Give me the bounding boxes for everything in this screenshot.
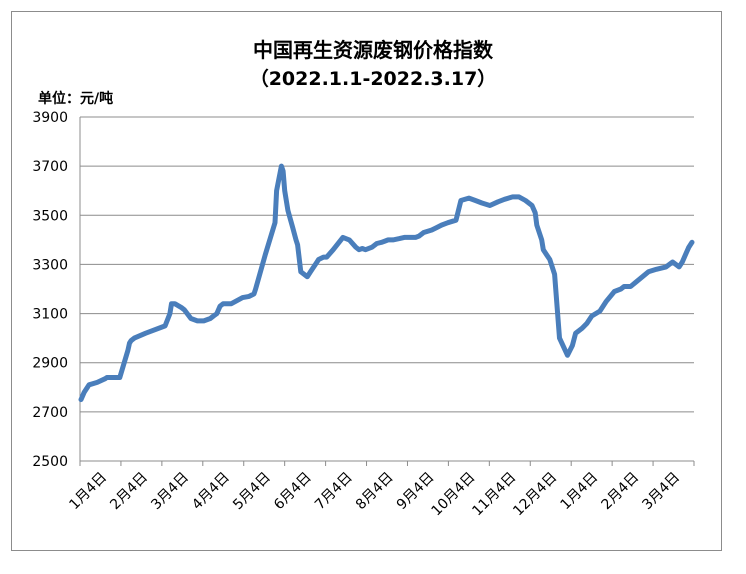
x-tick-label: 10月4日 <box>428 469 478 519</box>
axes <box>79 117 695 466</box>
y-tick-label: 3100 <box>32 307 68 323</box>
y-tick-label: 3500 <box>32 208 68 224</box>
series-layer <box>78 163 695 403</box>
y-tick-label: 2700 <box>32 405 68 421</box>
x-tick-label: 2月4日 <box>107 469 151 513</box>
y-tick-label: 2900 <box>32 356 68 372</box>
y-tick-label: 2500 <box>32 454 68 470</box>
y-tick-label: 3900 <box>32 110 68 126</box>
x-tick-label: 2月4日 <box>598 469 642 513</box>
y-axis-ticks: 2500 2700 2900 3100 3300 3500 3700 3900 <box>32 110 68 470</box>
chart-subtitle: （2022.1.1-2022.3.17） <box>249 68 497 90</box>
x-tick-label: 6月4日 <box>271 469 315 513</box>
x-axis-ticks: 1月4日2月4日3月4日4月4日5月4日6月4日7月4日8月4日9月4日10月4… <box>66 469 683 519</box>
y-tick-label: 3300 <box>32 257 68 273</box>
series-line <box>78 163 695 403</box>
chart-title: 中国再生资源废钢价格指数 <box>253 38 493 62</box>
x-tick-label: 11月4日 <box>469 469 519 519</box>
x-tick-label: 1月4日 <box>66 469 110 513</box>
x-tick-label: 3月4日 <box>639 469 683 513</box>
x-tick-label: 12月4日 <box>510 469 560 519</box>
gridlines <box>80 116 694 413</box>
x-tick-label: 4月4日 <box>189 469 233 513</box>
x-tick-label: 3月4日 <box>148 469 192 513</box>
x-tick-label: 1月4日 <box>558 469 602 513</box>
x-tick-label: 5月4日 <box>230 469 274 513</box>
y-tick-label: 3700 <box>32 159 68 175</box>
unit-label: 单位：元/吨 <box>38 91 114 107</box>
x-tick-label: 8月4日 <box>353 469 397 513</box>
x-tick-label: 7月4日 <box>312 469 356 513</box>
